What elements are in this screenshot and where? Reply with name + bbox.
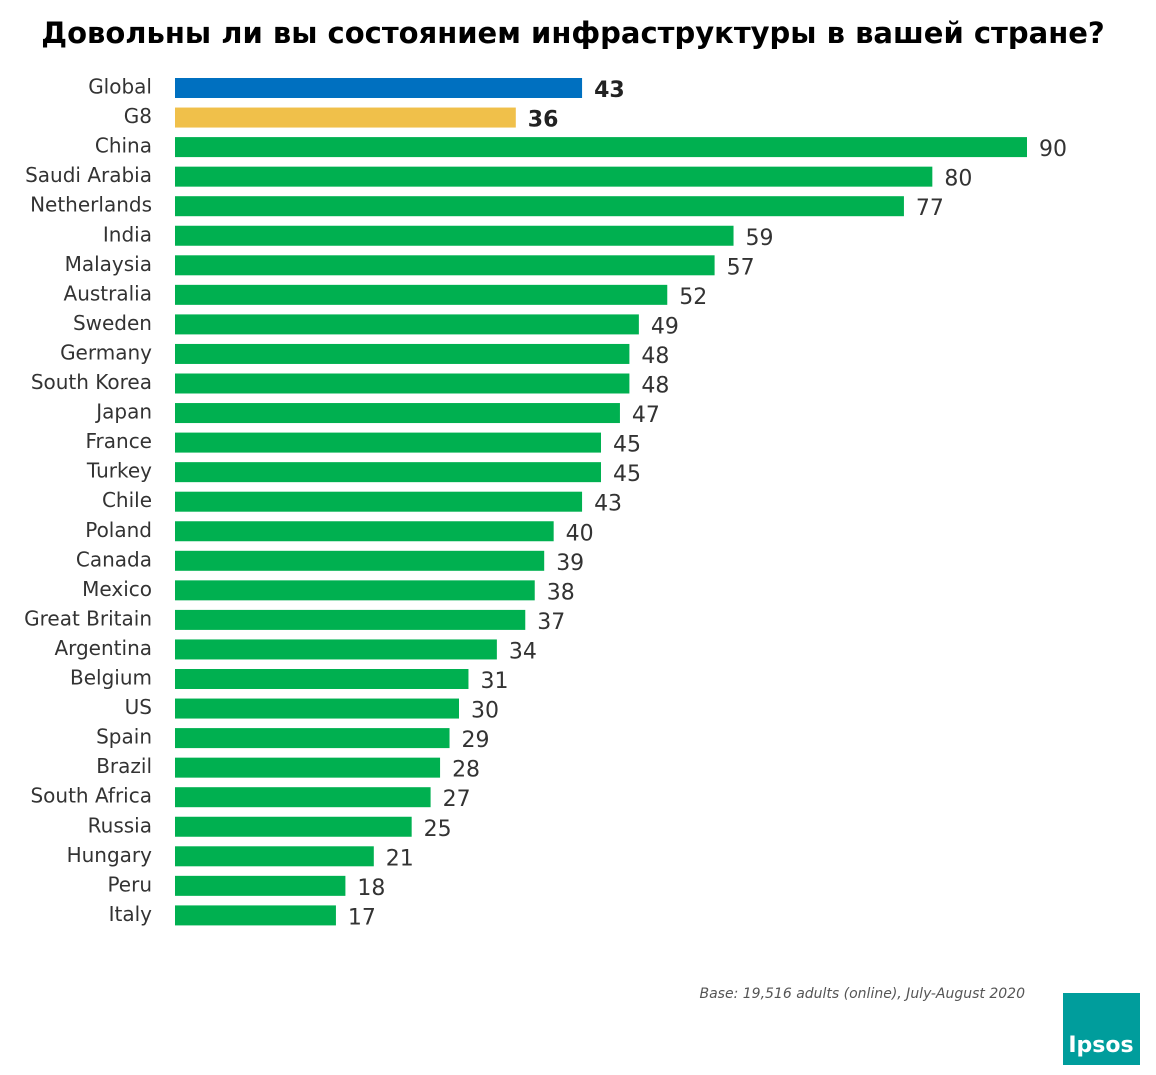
value-label: 29 bbox=[462, 728, 490, 753]
logo: Ipsos bbox=[1068, 1033, 1133, 1058]
bar bbox=[175, 846, 374, 867]
category-label: US bbox=[125, 695, 152, 719]
bar bbox=[175, 284, 668, 305]
chart-title: Довольны ли вы состоянием инфраструктуры… bbox=[41, 16, 1104, 50]
bar bbox=[175, 255, 715, 276]
category-label: Australia bbox=[64, 281, 152, 305]
bar bbox=[175, 166, 933, 187]
bar bbox=[175, 314, 639, 335]
value-label: 27 bbox=[443, 787, 471, 812]
category-label: Canada bbox=[76, 547, 152, 571]
category-label: Italy bbox=[109, 902, 153, 926]
category-label: Hungary bbox=[67, 843, 153, 867]
value-label: 48 bbox=[641, 374, 669, 399]
bar bbox=[175, 491, 583, 512]
bar bbox=[175, 225, 734, 246]
value-label: 45 bbox=[613, 462, 641, 487]
bar bbox=[175, 875, 346, 896]
value-label: 77 bbox=[916, 196, 944, 221]
value-label: 25 bbox=[424, 817, 452, 842]
category-label: Great Britain bbox=[24, 606, 152, 630]
category-label: Spain bbox=[96, 725, 152, 749]
bar bbox=[175, 462, 601, 483]
value-label: 28 bbox=[452, 758, 480, 783]
value-label: 34 bbox=[509, 639, 537, 664]
value-label: 38 bbox=[547, 580, 575, 605]
value-label: 52 bbox=[679, 285, 707, 310]
value-label: 45 bbox=[613, 433, 641, 458]
category-label: Germany bbox=[60, 340, 152, 364]
bar bbox=[175, 580, 535, 601]
category-label: Russia bbox=[88, 813, 152, 837]
value-label: 59 bbox=[746, 226, 774, 251]
category-label: Sweden bbox=[73, 311, 152, 335]
bar bbox=[175, 787, 431, 808]
value-label: 21 bbox=[386, 846, 414, 871]
bar bbox=[175, 728, 450, 749]
value-label: 18 bbox=[357, 876, 385, 901]
value-label: 17 bbox=[348, 905, 376, 930]
category-label: Mexico bbox=[82, 577, 152, 601]
bar bbox=[175, 432, 601, 453]
bar bbox=[175, 78, 583, 98]
value-label: 90 bbox=[1039, 137, 1067, 162]
bar bbox=[175, 698, 459, 719]
category-label: France bbox=[85, 429, 152, 453]
category-label: Poland bbox=[85, 518, 152, 542]
bar bbox=[175, 521, 554, 542]
category-label: Netherlands bbox=[30, 193, 152, 217]
category-label: India bbox=[103, 222, 152, 246]
category-label: Japan bbox=[94, 400, 152, 424]
category-label: Belgium bbox=[70, 666, 152, 690]
value-label: 47 bbox=[632, 403, 660, 428]
footnote: Base: 19,516 adults (online), July-Augus… bbox=[700, 986, 1026, 1002]
value-label: 43 bbox=[594, 78, 625, 103]
bar bbox=[175, 373, 630, 394]
category-label: Argentina bbox=[54, 636, 152, 660]
category-label: Saudi Arabia bbox=[25, 163, 152, 187]
bar bbox=[175, 816, 412, 837]
bar bbox=[175, 403, 620, 424]
bar bbox=[175, 669, 469, 689]
value-label: 57 bbox=[727, 255, 755, 280]
category-label: Peru bbox=[107, 872, 152, 896]
bar bbox=[175, 550, 545, 571]
value-label: 49 bbox=[651, 314, 679, 339]
category-label: Global bbox=[88, 75, 152, 99]
bar bbox=[175, 137, 1027, 158]
value-label: 30 bbox=[471, 699, 499, 724]
bar bbox=[175, 196, 904, 217]
category-label: Turkey bbox=[86, 459, 152, 483]
bar bbox=[175, 757, 441, 778]
category-label: China bbox=[95, 134, 152, 158]
value-label: 48 bbox=[641, 344, 669, 369]
value-label: 37 bbox=[537, 610, 565, 635]
logo-box bbox=[1063, 993, 1140, 1065]
category-label: G8 bbox=[124, 104, 152, 128]
value-label: 39 bbox=[556, 551, 584, 576]
category-label: South Africa bbox=[30, 784, 152, 808]
category-label: Brazil bbox=[96, 754, 152, 778]
value-label: 40 bbox=[566, 521, 594, 546]
value-label: 43 bbox=[594, 492, 622, 517]
value-label: 80 bbox=[944, 167, 972, 192]
bar bbox=[175, 609, 526, 630]
bar bbox=[175, 343, 630, 364]
value-label: 31 bbox=[480, 669, 508, 694]
bar bbox=[175, 639, 497, 660]
category-label: South Korea bbox=[31, 370, 152, 394]
category-label: Chile bbox=[102, 488, 152, 512]
bar bbox=[175, 905, 336, 926]
bar bbox=[175, 107, 516, 128]
value-label: 36 bbox=[528, 108, 559, 133]
category-label: Malaysia bbox=[65, 252, 152, 276]
